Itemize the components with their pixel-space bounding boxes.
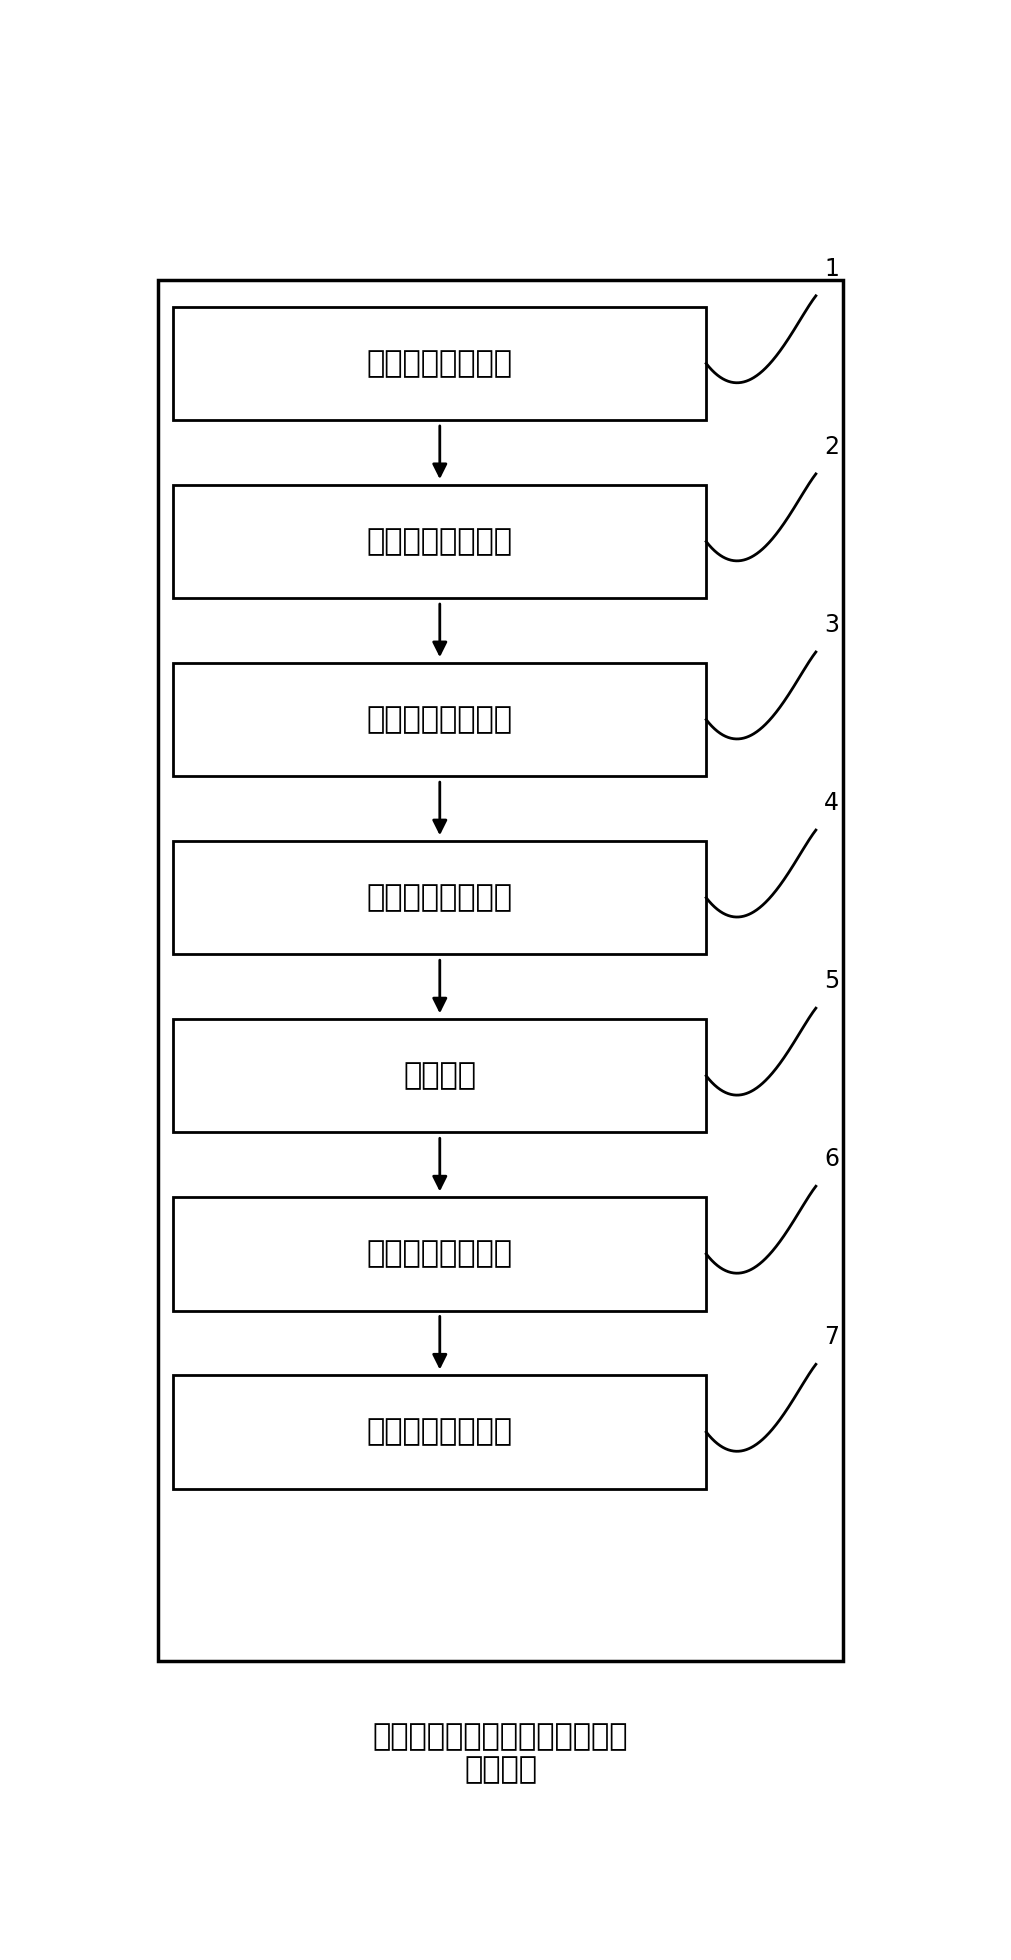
- Bar: [174, 841, 706, 955]
- Bar: [158, 280, 843, 1662]
- Bar: [174, 1019, 706, 1133]
- Text: 7: 7: [824, 1325, 839, 1348]
- Text: 运行状态获取模块: 运行状态获取模块: [367, 1239, 513, 1268]
- Bar: [174, 308, 706, 419]
- Text: 1: 1: [824, 257, 839, 280]
- Bar: [174, 662, 706, 776]
- Bar: [174, 1376, 706, 1488]
- Text: 4: 4: [824, 792, 839, 815]
- Text: 燃料电池的空气供给系统的故障
诊断装置: 燃料电池的空气供给系统的故障 诊断装置: [373, 1721, 628, 1784]
- Text: 3: 3: [824, 613, 839, 637]
- Bar: [174, 484, 706, 598]
- Text: 计算模块: 计算模块: [403, 1060, 476, 1090]
- Text: 目标数据获取模块: 目标数据获取模块: [367, 706, 513, 735]
- Text: 6: 6: [824, 1147, 839, 1170]
- Text: 故障类型确定模块: 故障类型确定模块: [367, 1417, 513, 1446]
- Bar: [174, 1198, 706, 1311]
- Text: 5: 5: [824, 968, 839, 994]
- Text: 历史数据获取模块: 历史数据获取模块: [367, 349, 513, 378]
- Text: 目标功率获取模块: 目标功率获取模块: [367, 527, 513, 557]
- Text: 实际数据获取模块: 实际数据获取模块: [367, 884, 513, 911]
- Text: 2: 2: [824, 435, 839, 459]
